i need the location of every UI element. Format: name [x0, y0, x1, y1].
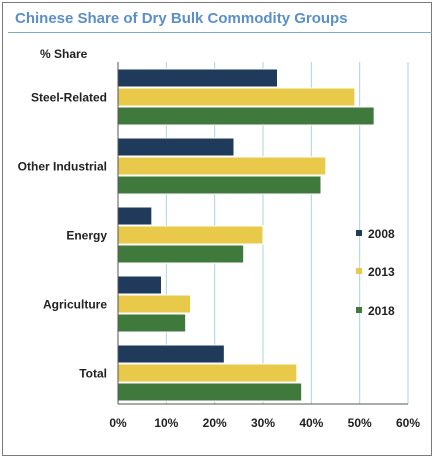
x-tick-label: 40% — [299, 416, 323, 430]
category-label: Agriculture — [43, 298, 107, 312]
bar-2013 — [117, 156, 327, 176]
bar-2018 — [117, 313, 187, 333]
x-tick-label: 10% — [154, 416, 178, 430]
legend-marker-2013 — [356, 268, 362, 274]
category-label: Other Industrial — [18, 160, 107, 174]
bar-2013 — [117, 363, 298, 383]
legend-label-2013: 2013 — [368, 265, 395, 279]
x-tick-label: 50% — [348, 416, 372, 430]
category-label: Total — [79, 367, 107, 381]
bar-2018 — [117, 175, 322, 195]
legend-label-2018: 2018 — [368, 304, 395, 318]
bar-2013 — [117, 294, 191, 314]
chart-title: Chinese Share of Dry Bulk Commodity Grou… — [15, 10, 348, 27]
x-tick-label: 20% — [203, 416, 227, 430]
bar-2018 — [117, 244, 245, 264]
legend-marker-2008 — [356, 230, 362, 236]
bar-2008 — [117, 206, 153, 226]
bar-2018 — [117, 106, 375, 126]
category-label: Steel-Related — [31, 91, 107, 105]
bar-2018 — [117, 382, 303, 402]
bar-2008 — [117, 137, 235, 157]
title-divider — [8, 32, 432, 33]
x-tick-label: 30% — [251, 416, 275, 430]
bar-2008 — [117, 344, 225, 364]
bar-2013 — [117, 87, 356, 107]
x-tick-label: 0% — [109, 416, 127, 430]
x-tick-label: 60% — [396, 416, 420, 430]
bar-2008 — [117, 68, 278, 88]
bar-2008 — [117, 275, 162, 295]
legend-label-2008: 2008 — [368, 227, 395, 241]
legend-marker-2018 — [356, 307, 362, 313]
bar-2013 — [117, 225, 264, 245]
category-label: Energy — [66, 229, 107, 243]
y-axis-label: % Share — [40, 47, 88, 61]
